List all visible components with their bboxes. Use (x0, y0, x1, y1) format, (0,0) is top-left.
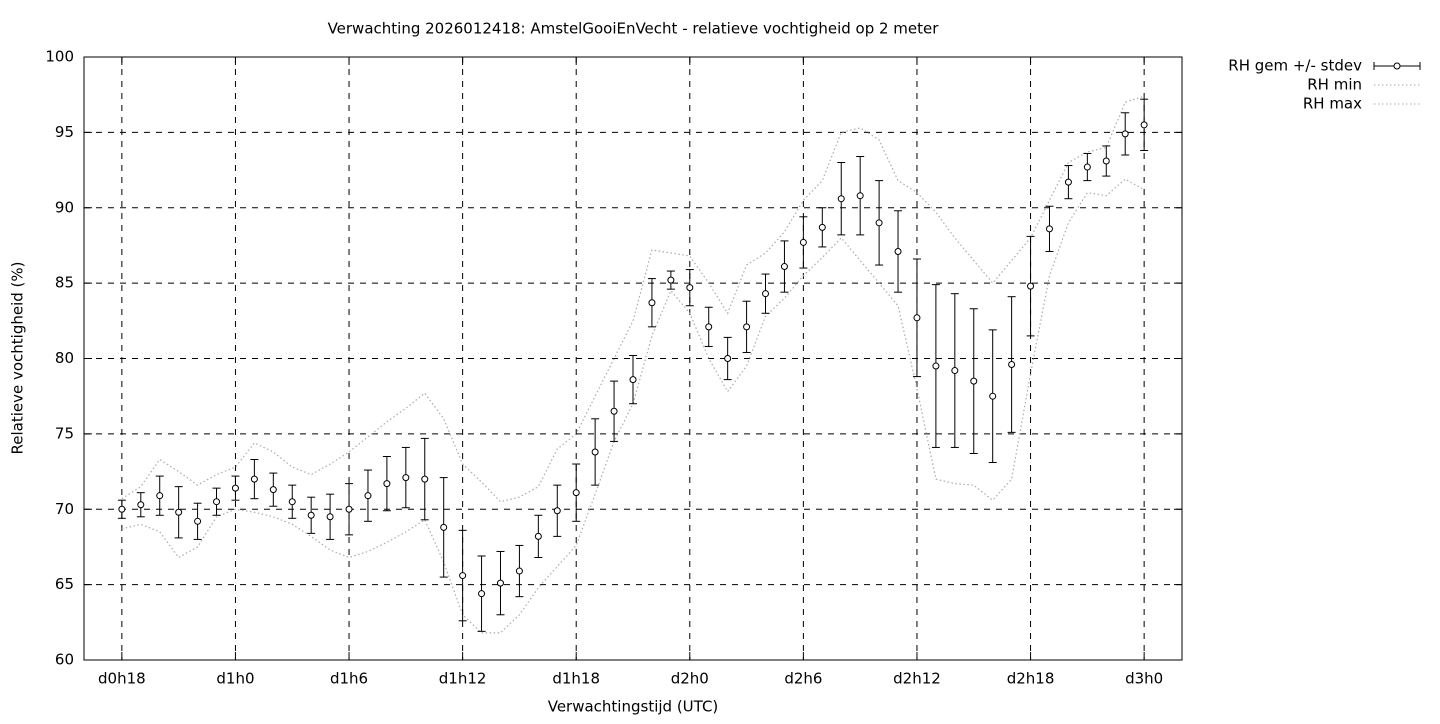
x-tick-label: d3h0 (1125, 670, 1163, 688)
y-tick-label: 100 (45, 48, 74, 66)
mean-point (686, 284, 694, 292)
mean-point (175, 508, 183, 516)
legend-label: RH min (1307, 76, 1362, 94)
mean-point (610, 407, 618, 415)
mean-point (1140, 121, 1148, 129)
plot-frame (83, 56, 1183, 661)
mean-point (1121, 130, 1129, 138)
mean-point (989, 392, 997, 400)
x-tick-label: d1h6 (330, 670, 368, 688)
y-tick-label: 90 (55, 198, 74, 216)
mean-point (496, 579, 504, 587)
mean-point (894, 247, 902, 255)
chart-title: Verwachting 2026012418: AmstelGooiEnVech… (328, 20, 940, 38)
mean-point (591, 448, 599, 456)
mean-point (1008, 361, 1016, 369)
mean-point (724, 355, 732, 362)
mean-point (326, 513, 334, 521)
mean-point (213, 498, 221, 506)
mean-point (156, 492, 164, 500)
mean-point (553, 507, 561, 515)
mean-point (856, 192, 864, 200)
mean-point (269, 486, 277, 494)
mean-point (743, 323, 751, 331)
mean-point (194, 517, 202, 525)
mean-point (478, 590, 486, 598)
mean-point (818, 223, 826, 231)
mean-point (137, 501, 145, 509)
mean-point (307, 511, 315, 519)
legend-sample (1393, 62, 1401, 70)
mean-point (667, 276, 675, 284)
mean-point (572, 489, 580, 497)
mean-point (288, 498, 296, 506)
x-tick-label: d0h18 (98, 670, 146, 688)
y-tick-label: 60 (55, 651, 74, 669)
x-tick-label: d2h12 (893, 670, 941, 688)
range-line (121, 178, 1145, 634)
mean-point (1064, 178, 1072, 186)
mean-point (951, 367, 959, 375)
legend-label: RH gem +/- stdev (1228, 57, 1362, 75)
mean-point (440, 523, 448, 531)
x-tick-label: d1h0 (216, 670, 254, 688)
mean-point (118, 505, 126, 513)
x-axis-label: Verwachtingstijd (UTC) (548, 698, 719, 716)
mean-point (1083, 163, 1091, 171)
mean-point (799, 238, 807, 246)
x-tick-label: d2h6 (784, 670, 822, 688)
mean-point (364, 492, 372, 500)
mean-point (648, 299, 656, 307)
y-tick-label: 85 (55, 274, 74, 292)
mean-point (345, 505, 353, 513)
mean-point (1045, 225, 1053, 233)
mean-point (970, 377, 978, 385)
x-tick-label: d1h12 (439, 670, 487, 688)
legend-label: RH max (1303, 95, 1362, 113)
mean-point (1102, 157, 1110, 165)
mean-point (629, 376, 637, 384)
mean-point (837, 195, 845, 203)
mean-point (383, 480, 391, 488)
x-tick-label: d1h18 (552, 670, 600, 688)
y-tick-label: 65 (55, 575, 74, 593)
mean-point (1027, 282, 1035, 290)
mean-point (705, 323, 713, 331)
x-tick-label: d2h18 (1007, 670, 1055, 688)
mean-point (421, 475, 429, 483)
y-tick-label: 80 (55, 349, 74, 367)
mean-point (932, 362, 940, 370)
mean-point (780, 263, 788, 271)
y-axis-label: Relatieve vochtigheid (%) (9, 261, 27, 454)
mean-point (231, 484, 239, 492)
y-tick-label: 95 (55, 123, 74, 141)
y-tick-label: 70 (55, 500, 74, 518)
mean-point (402, 474, 410, 482)
mean-point (459, 572, 467, 580)
mean-point (762, 290, 770, 298)
mean-point (875, 219, 883, 227)
y-tick-label: 75 (55, 424, 74, 442)
mean-point (250, 475, 258, 483)
mean-point (534, 532, 542, 540)
x-tick-label: d2h0 (671, 670, 709, 688)
range-line (121, 95, 1145, 503)
mean-point (515, 567, 523, 575)
mean-point (913, 314, 921, 322)
